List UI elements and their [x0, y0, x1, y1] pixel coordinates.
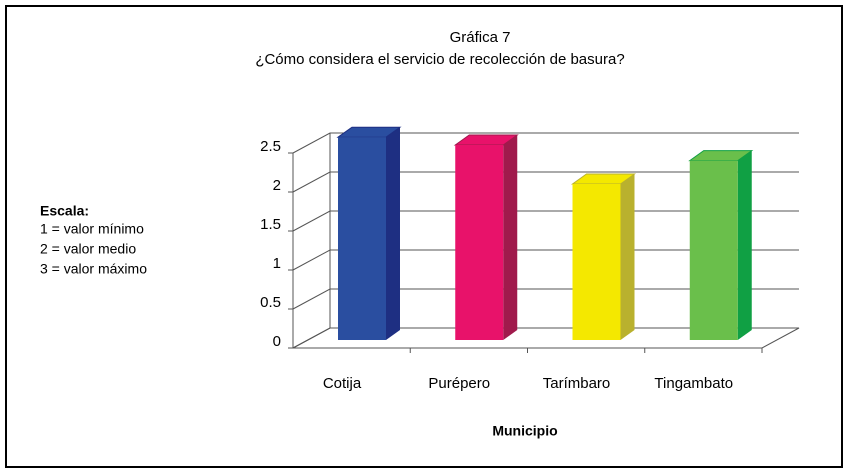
grid-line [292, 327, 799, 349]
bar-side [503, 135, 518, 340]
bar-side [620, 174, 635, 340]
x-tick-label: Purépero [428, 375, 490, 392]
annotation-line: 3 = valor máximo [40, 261, 147, 277]
chart-title: Gráfica 7 [450, 29, 511, 46]
bar [338, 137, 386, 340]
x-tick-label: Tarímbaro [543, 375, 611, 392]
y-tick-label: 0 [273, 333, 281, 350]
y-tick-label: 1 [273, 255, 281, 272]
annotation-heading: Escala: [40, 203, 89, 219]
x-tick-label: Tingambato [654, 375, 733, 392]
grid-line [292, 210, 799, 232]
y-tick-label: 0.5 [260, 294, 281, 311]
x-tick-label: Cotija [323, 375, 362, 392]
bar-side [737, 150, 752, 340]
grid-line [292, 171, 799, 193]
bar-side [386, 127, 400, 340]
annotation-line: 2 = valor medio [40, 241, 136, 257]
y-tick-label: 2.5 [260, 138, 281, 155]
grid-line [292, 249, 799, 271]
chart-subtitle: ¿Cómo considera el servicio de recolecci… [255, 51, 624, 68]
grid-line [292, 288, 799, 310]
annotation-line: 1 = valor mínimo [40, 221, 144, 237]
bar [455, 145, 504, 340]
x-axis-label: Municipio [492, 423, 557, 439]
bar [572, 184, 621, 340]
grid-line [292, 132, 799, 154]
bar [689, 160, 738, 340]
y-tick-label: 1.5 [260, 216, 281, 233]
y-tick-label: 2 [273, 177, 281, 194]
